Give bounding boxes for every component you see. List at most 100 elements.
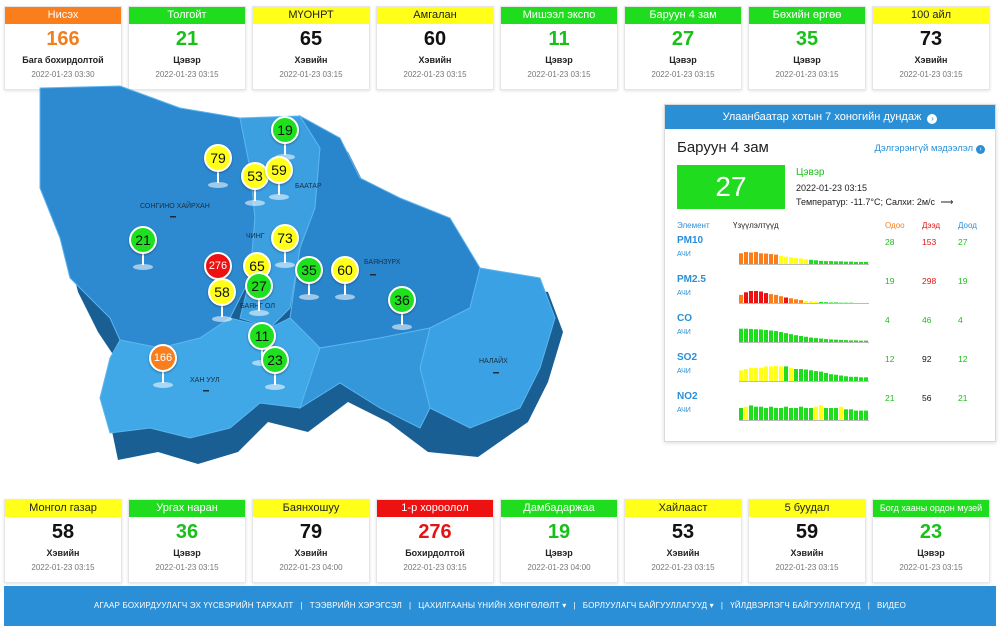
sparkline-bar — [794, 408, 798, 421]
sparkline-bar — [824, 408, 828, 421]
pollutant-unit: АЧИ — [677, 329, 691, 336]
marker-stem — [217, 171, 219, 183]
sparkline-bar — [809, 408, 813, 421]
top-station-card[interactable]: Мишээл экспо 11 Цэвэр 2022-01-23 03:15 — [500, 6, 618, 90]
station-marker[interactable]: 21 — [126, 226, 160, 274]
city-map[interactable]: СОНГИНО ХАЙРХАН БАЯНЗҮРХ ХАН УУЛ НАЛАЙХ … — [0, 78, 660, 498]
bottom-station-card[interactable]: Богд хааны ордон музей 23 Цэвэр 2022-01-23 … — [872, 499, 990, 583]
sparkline-bar — [834, 408, 838, 421]
sparkline-bar — [744, 406, 748, 421]
footer-link[interactable]: ҮЙЛДВЭРЛЭГЧ БАЙГУУЛЛАГУУД — [730, 601, 861, 610]
sparkline-bar — [809, 337, 813, 343]
sparkline-bar — [814, 260, 818, 265]
station-name: Баруун 4 зам — [625, 7, 741, 24]
pollutant-low-value: 12 — [958, 354, 968, 364]
station-marker[interactable]: 60 — [328, 256, 362, 304]
footer-link[interactable]: БОРЛУУЛАГЧ БАЙГУУЛЛАГУУД ▾ — [582, 601, 714, 610]
sparkline-bar — [754, 252, 758, 265]
footer-link[interactable]: АГААР БОХИРДУУЛАГЧ ЭХ ҮҮСВЭРИЙН ТАРХАЛТ — [93, 601, 294, 610]
pollutant-name: NO2 — [677, 391, 698, 402]
pollutant-name: CO — [677, 313, 692, 324]
station-marker[interactable]: 59 — [262, 156, 296, 204]
bottom-station-card[interactable]: Дамбадаржаа 19 Цэвэр 2022-01-23 04:00 — [500, 499, 618, 583]
sparkline-bar — [809, 370, 813, 382]
sparkline-bar — [854, 261, 858, 265]
footer-link[interactable]: ВИДЕО — [876, 601, 907, 610]
aqi-level: Цэвэр — [796, 167, 825, 178]
sparkline-bar — [834, 374, 838, 382]
pollutant-now-value: 19 — [885, 276, 895, 286]
top-station-card[interactable]: Толгойт 21 Цэвэр 2022-01-23 03:15 — [128, 6, 246, 90]
pollutant-name: PM10 — [677, 235, 704, 246]
sparkline-bar — [764, 366, 768, 382]
sparkline-bar — [774, 331, 778, 343]
sparkline-bar — [819, 405, 823, 421]
top-station-card[interactable]: Нисэх 166 Бага бохирдолтой 2022-01-23 03:30 — [4, 6, 122, 90]
top-station-card[interactable]: Бөхийн өргөө 35 Цэвэр 2022-01-23 03:15 — [748, 6, 866, 90]
district-label-songino: СОНГИНО ХАЙРХАН — [140, 203, 210, 210]
bottom-station-card[interactable]: Хайлааст 53 Хэвийн 2022-01-23 03:15 — [624, 499, 742, 583]
sparkline-bar — [749, 367, 753, 382]
aqi-timestamp: 2022-01-23 03:15 — [796, 183, 868, 193]
bottom-station-card[interactable]: 5 буудал 59 Хэвийн 2022-01-23 03:15 — [748, 499, 866, 583]
station-timestamp: 2022-01-23 03:15 — [403, 563, 467, 572]
station-timestamp: 2022-01-23 03:15 — [775, 70, 839, 79]
pollutant-row: SO2 АЧИ 12 92 12 — [677, 352, 989, 388]
pollutant-sparkline — [739, 252, 869, 265]
weekly-average-button[interactable]: Улаанбаатар хотын 7 хоногийн дундаж › — [665, 105, 995, 129]
sparkline-bar — [844, 409, 848, 421]
marker-value: 79 — [204, 144, 232, 172]
footer-link[interactable]: ТЭЭВРИЙН ХЭРЭГСЭЛ — [309, 601, 402, 610]
station-name: Баянхошуу — [253, 500, 369, 517]
station-aqi-value: 59 — [795, 521, 819, 543]
station-level: Цэвэр — [173, 548, 201, 558]
station-aqi-value: 60 — [423, 28, 447, 50]
bottom-station-card[interactable]: 1-р хороолол 276 Бохирдолтой 2022-01-23 03:… — [376, 499, 494, 583]
sparkline-bar — [779, 366, 783, 382]
station-marker[interactable]: 166 — [146, 344, 180, 392]
station-marker[interactable]: 58 — [205, 278, 239, 326]
station-marker[interactable]: 35 — [292, 256, 326, 304]
sparkline-bar — [824, 261, 828, 265]
sparkline-bar — [739, 408, 743, 421]
station-name: МҮОНРТ — [253, 7, 369, 24]
top-station-card[interactable]: Баруун 4 зам 27 Цэвэр 2022-01-23 03:15 — [624, 6, 742, 90]
station-level: Цэвэр — [669, 55, 697, 65]
details-link[interactable]: Дэлгэрэнгүй мэдээлэл › — [875, 143, 985, 154]
station-timestamp: 2022-01-23 03:30 — [31, 70, 95, 79]
bottom-station-card[interactable]: Монгол газар 58 Хэвийн 2022-01-23 03:15 — [4, 499, 122, 583]
bottom-station-card[interactable]: Ургах наран 36 Цэвэр 2022-01-23 03:15 — [128, 499, 246, 583]
sparkline-bar — [779, 408, 783, 421]
marker-base — [269, 194, 289, 200]
station-marker[interactable]: 27 — [242, 272, 276, 320]
station-name: Богд хааны ордон музей — [873, 500, 989, 517]
district-label-sukhbaatar: БААТАР — [295, 183, 322, 190]
pollutant-low-value: 21 — [958, 393, 968, 403]
station-level: Цэвэр — [917, 548, 945, 558]
footer-link[interactable]: ЦАХИЛГААНЫ ҮНИЙН ХӨНГӨЛӨЛТ ▾ — [418, 601, 567, 610]
station-level: Цэвэр — [545, 548, 573, 558]
station-marker[interactable]: 79 — [201, 144, 235, 192]
top-station-card[interactable]: 100 айл 73 Хэвийн 2022-01-23 03:15 — [872, 6, 990, 90]
station-marker[interactable]: 36 — [385, 286, 419, 334]
station-level: Бага бохирдолтой — [22, 55, 104, 65]
bottom-station-card[interactable]: Баянхошуу 79 Хэвийн 2022-01-23 04:00 — [252, 499, 370, 583]
marker-base — [275, 262, 295, 268]
station-name: Ургах наран — [129, 500, 245, 517]
sparkline-bar — [759, 329, 763, 343]
station-timestamp: 2022-01-23 03:15 — [775, 563, 839, 572]
top-station-card[interactable]: Амгалан 60 Хэвийн 2022-01-23 03:15 — [376, 6, 494, 90]
top-station-card[interactable]: МҮОНРТ 65 Хэвийн 2022-01-23 03:15 — [252, 6, 370, 90]
pollutant-sparkline — [739, 291, 869, 304]
marker-base — [153, 382, 173, 388]
bottom-station-cards: Монгол газар 58 Хэвийн 2022-01-23 03:15 Урга… — [0, 499, 1000, 585]
station-marker[interactable]: 23 — [258, 346, 292, 394]
station-marker[interactable]: 73 — [268, 224, 302, 272]
sparkline-bar — [819, 338, 823, 343]
station-detail-panel: Улаанбаатар хотын 7 хоногийн дундаж › Ба… — [664, 104, 996, 442]
station-level: Хэвийн — [294, 548, 328, 558]
sparkline-bar — [764, 253, 768, 265]
sparkline-bar — [824, 372, 828, 382]
marker-value: 19 — [271, 116, 299, 144]
pollutant-high-value: 92 — [922, 354, 932, 364]
